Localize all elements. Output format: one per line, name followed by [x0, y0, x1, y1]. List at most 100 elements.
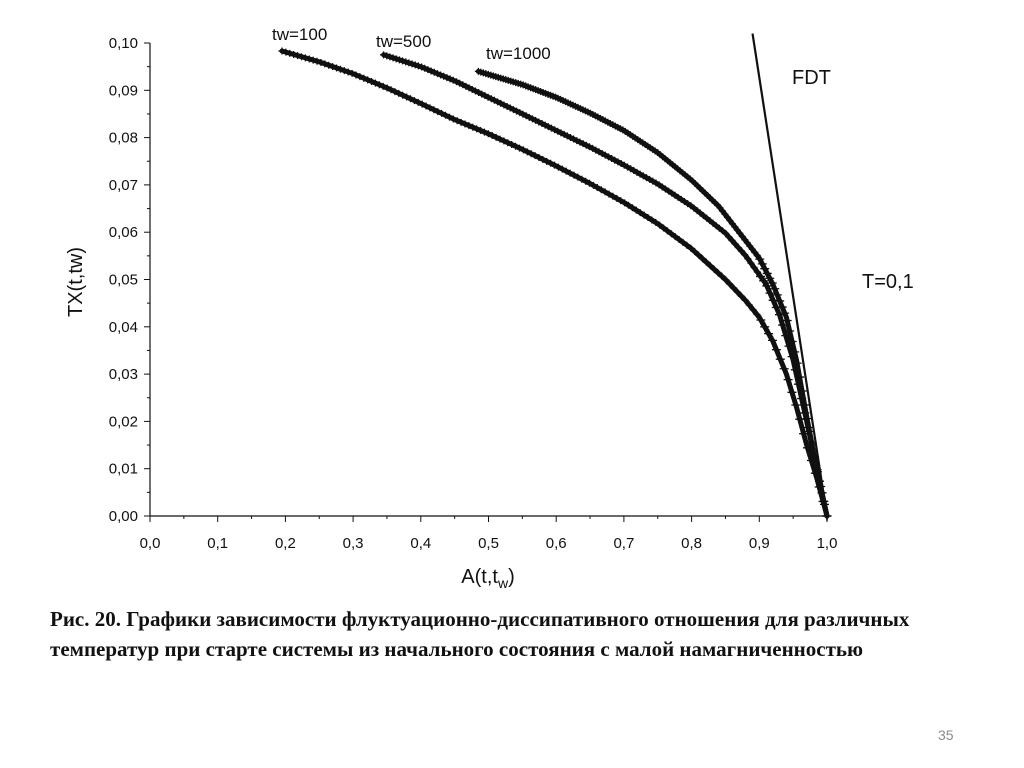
data-point — [410, 97, 418, 105]
data-point — [589, 181, 597, 189]
data-point — [621, 199, 629, 207]
data-point — [762, 268, 772, 278]
series-fdt — [751, 33, 829, 517]
x-tick-label: 0,6 — [546, 535, 567, 552]
y-axis-title: TX(t,tw) — [65, 247, 87, 317]
data-point — [532, 116, 540, 124]
data-point — [628, 204, 636, 212]
y-tick-label: 0,08 — [109, 130, 138, 147]
data-point — [656, 221, 664, 229]
series-tw-1000: tw=1000 — [474, 44, 832, 521]
data-point — [663, 227, 671, 235]
data-point — [778, 320, 788, 330]
y-tick-label: 0,07 — [109, 177, 138, 194]
data-point — [805, 426, 815, 436]
data-point — [741, 251, 749, 259]
data-point — [426, 104, 434, 112]
data-point — [375, 81, 383, 89]
data-point — [496, 135, 504, 143]
data-point — [787, 336, 797, 346]
data-point — [313, 57, 321, 65]
fdt-line — [751, 33, 829, 517]
data-point — [459, 81, 467, 89]
series-label: tw=1000 — [486, 44, 551, 63]
slide-number: 35 — [938, 727, 954, 743]
data-point — [770, 284, 780, 294]
data-point — [601, 188, 609, 196]
data-point — [589, 144, 597, 152]
data-point — [660, 224, 668, 232]
data-point — [305, 55, 313, 63]
data-point — [771, 345, 781, 355]
data-point — [477, 126, 485, 134]
data-point — [733, 288, 741, 296]
temperature-annotation: T=0,1 — [862, 271, 914, 293]
data-point — [730, 284, 738, 292]
data-point — [427, 67, 435, 75]
x-tick-label: 0,9 — [749, 535, 770, 552]
data-point — [438, 109, 446, 117]
data-point — [772, 290, 782, 300]
data-point — [492, 133, 500, 141]
series-trace — [475, 68, 830, 519]
data-point — [294, 52, 302, 60]
data-point — [490, 96, 498, 104]
data-point — [523, 148, 531, 156]
data-point — [782, 316, 792, 326]
data-point — [508, 141, 516, 149]
data-point — [648, 216, 656, 224]
series-tw-100: tw=100 — [272, 25, 832, 521]
data-point — [453, 117, 461, 125]
data-point — [779, 364, 789, 374]
data-point — [392, 55, 400, 63]
data-point — [756, 315, 766, 325]
data-point — [624, 201, 632, 209]
data-point — [597, 186, 605, 194]
data-point — [481, 92, 489, 100]
data-point — [749, 306, 757, 314]
figure-caption: Рис. 20. Графики зависимости флуктуацион… — [50, 607, 910, 661]
data-point — [570, 171, 578, 179]
data-point — [775, 354, 785, 364]
data-point — [445, 113, 453, 121]
data-point — [301, 54, 309, 62]
data-point — [456, 79, 464, 87]
y-tick-label: 0,03 — [109, 366, 138, 383]
data-point — [753, 310, 761, 318]
data-point — [399, 91, 407, 99]
data-point — [535, 154, 543, 162]
y-tick-label: 0,00 — [109, 508, 138, 525]
data-point — [391, 88, 399, 96]
data-point — [414, 98, 422, 106]
data-point — [799, 429, 809, 439]
data-point — [767, 278, 777, 288]
data-point — [737, 292, 745, 300]
series-trace — [279, 48, 830, 519]
data-point — [774, 310, 784, 320]
data-point — [759, 276, 769, 286]
data-point — [379, 82, 387, 90]
data-point — [395, 56, 403, 64]
data-point — [440, 72, 448, 80]
data-point — [541, 121, 549, 129]
data-point — [500, 137, 508, 145]
data-point — [644, 214, 652, 222]
data-point — [547, 159, 555, 167]
data-point — [765, 288, 775, 298]
data-point — [750, 264, 758, 272]
data-point — [478, 90, 486, 98]
data-point — [706, 262, 714, 270]
data-point — [640, 211, 648, 219]
data-point — [380, 51, 388, 59]
data-point — [309, 56, 317, 64]
data-point — [557, 129, 565, 137]
data-point — [329, 63, 337, 71]
data-point — [632, 206, 640, 214]
data-point — [348, 69, 356, 77]
data-point — [576, 138, 584, 146]
data-point — [787, 387, 797, 397]
data-point — [728, 236, 736, 244]
data-point — [783, 375, 793, 385]
data-point — [503, 102, 511, 110]
data-point — [611, 156, 619, 164]
